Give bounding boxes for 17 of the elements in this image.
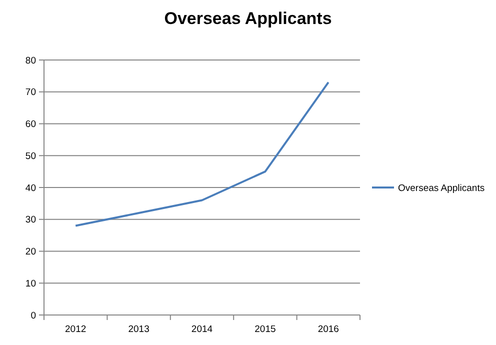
x-tick-label: 2015	[254, 324, 276, 335]
y-tick-label: 20	[25, 246, 36, 258]
x-tick-label: 2013	[128, 324, 150, 335]
y-tick-label: 80	[25, 55, 36, 66]
y-tick-label: 30	[25, 214, 36, 226]
chart-title: Overseas Applicants	[164, 9, 332, 28]
y-tick-label: 10	[25, 278, 36, 290]
y-tick-label: 40	[25, 182, 36, 194]
legend-label: Overseas Applicants	[398, 182, 485, 194]
x-tick-label: 2016	[318, 324, 339, 335]
line-series	[74, 81, 330, 227]
x-tick-label: 2014	[191, 324, 213, 335]
y-tick-label: 50	[25, 150, 36, 162]
y-tick-label: 60	[25, 119, 36, 130]
y-tick-label: 70	[25, 87, 36, 98]
x-tick-label: 2012	[65, 324, 86, 335]
y-tick-label: 0	[30, 310, 36, 322]
